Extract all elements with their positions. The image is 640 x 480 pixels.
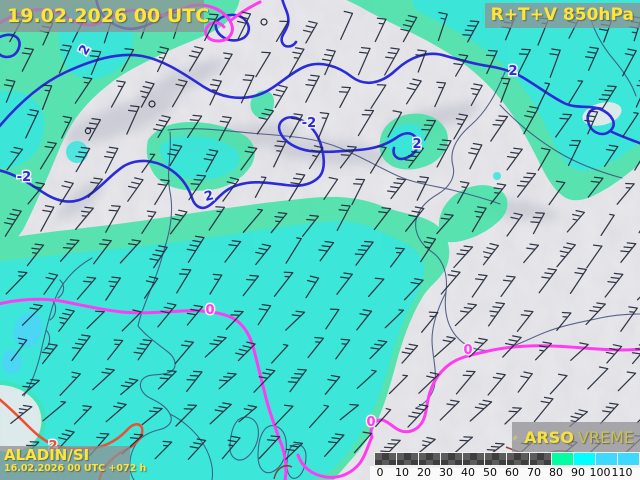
colorbar-cell — [507, 453, 529, 465]
colorbar-cell — [441, 453, 463, 465]
colorbar-cell — [573, 453, 595, 465]
colorbar-cell — [419, 453, 441, 465]
colorbar-tick-strip — [370, 466, 640, 480]
colorbar-tick-label: 20 — [417, 466, 431, 479]
branding-panel: ARSO VREME — [512, 422, 640, 453]
colorbar-cell — [485, 453, 507, 465]
colorbar — [374, 452, 640, 468]
brand-agency-label: ARSO — [524, 428, 574, 447]
sun-icon — [512, 434, 518, 441]
colorbar-tick-label: 90 — [571, 466, 585, 479]
calm-wind-circles — [84, 18, 268, 135]
colorbar-tick-label: 30 — [439, 466, 453, 479]
valid-time-label: 16.02.2026 00 UTC +072 h — [4, 463, 147, 474]
isotherm-label: -2 — [302, 116, 316, 131]
isotherm-label: -2 — [17, 170, 31, 185]
colorbar-cell — [375, 453, 397, 465]
colorbar-tick-label: 80 — [549, 466, 563, 479]
colorbar-tick-label: 70 — [527, 466, 541, 479]
run-datetime-panel: 19.02.2026 00 UTC — [0, 0, 209, 32]
colorbar-tick-label: 100 — [589, 466, 611, 479]
colorbar-tick-label: 0 — [376, 466, 384, 479]
model-info-panel: ALADIN/SI 16.02.2026 00 UTC +072 h — [0, 446, 147, 480]
colorbar-cell — [529, 453, 551, 465]
colorbar-cell — [617, 453, 639, 465]
product-panel: R+T+V 850hPa — [484, 3, 640, 28]
product-label: R+T+V 850hPa — [490, 5, 634, 25]
isotherm-label: 2 — [508, 64, 517, 79]
colorbar-cell — [595, 453, 617, 465]
model-name-label: ALADIN/SI — [4, 446, 90, 464]
isotherm-label: 0 — [366, 415, 375, 430]
colorbar-cell — [551, 453, 573, 465]
borders-coastlines — [23, 7, 640, 480]
brand-product-label: VREME — [577, 428, 634, 447]
colorbar-cell — [463, 453, 485, 465]
colorbar-tick-label: 10 — [395, 466, 409, 479]
colorbar-cell — [397, 453, 419, 465]
run-datetime-label: 19.02.2026 00 UTC — [7, 5, 210, 27]
colorbar-tick-label: 40 — [461, 466, 475, 479]
colorbar-tick-label: 60 — [505, 466, 519, 479]
colorbar-tick-label: 50 — [483, 466, 497, 479]
isotherm-label: 0 — [205, 303, 214, 318]
isotherm-label: 0 — [463, 343, 472, 358]
isotherm-blue-lines — [0, 0, 640, 210]
isotherm-label: 2 — [412, 137, 421, 152]
colorbar-tick-label: 110 — [611, 466, 633, 479]
